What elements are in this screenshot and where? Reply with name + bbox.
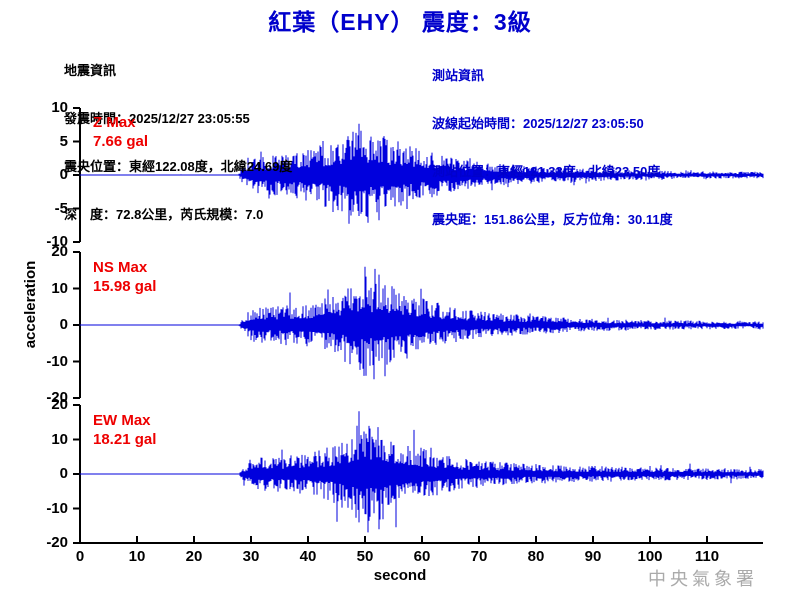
agency-watermark: 中央氣象署 <box>648 569 758 590</box>
y-tick-label: -20 <box>46 534 68 551</box>
wave-start-time: 波線起始時間：2025/12/27 23:05:50 <box>432 116 644 131</box>
y-tick-label: -20 <box>46 389 68 406</box>
y-tick-label: 5 <box>59 132 68 150</box>
x-tick-label: 50 <box>356 548 374 565</box>
x-tick-label: 100 <box>637 548 663 565</box>
x-tick-label: 110 <box>694 548 720 565</box>
page-title: 紅葉（EHY） 震度：3級 <box>268 9 532 35</box>
y-tick-label: 0 <box>59 166 68 183</box>
y-tick-label: 0 <box>59 316 68 333</box>
earthquake-info-block: 地震資訊 發震時間：2025/12/27 23:05:55 震央位置：東經122… <box>64 31 292 255</box>
ew-max-value: 18.21 gal <box>93 431 157 448</box>
y-tick-label: -10 <box>46 499 68 517</box>
y-tick-label: 10 <box>51 279 68 297</box>
x-tick-label: 0 <box>75 548 85 565</box>
epicentral-distance: 震央距：151.86公里，反方位角：30.11度 <box>432 212 673 227</box>
z-max-label: Z Max 7.66 gal <box>93 113 148 151</box>
x-tick-label: 40 <box>299 548 317 565</box>
y-tick-label: 0 <box>59 465 68 482</box>
y-tick-label: 20 <box>51 396 68 413</box>
earthquake-info-heading: 地震資訊 <box>64 63 117 78</box>
station-location: 測站位置：東經121.33度，北緯23.50度 <box>432 164 661 179</box>
ew-max-title: EW Max <box>93 412 151 429</box>
y-tick-label: 20 <box>51 243 68 260</box>
y-tick-label: -5 <box>54 199 68 217</box>
x-tick-label: 80 <box>527 548 545 565</box>
x-tick-label: 10 <box>128 548 146 565</box>
ew-max-label: EW Max 18.21 gal <box>93 411 156 449</box>
x-tick-label: 70 <box>470 548 488 565</box>
y-tick-label: 10 <box>51 99 68 116</box>
x-tick-label: 30 <box>242 548 260 565</box>
waveform-trace-ns <box>79 266 764 380</box>
ns-max-value: 15.98 gal <box>93 278 157 295</box>
x-tick-label: 90 <box>584 548 602 565</box>
x-tick-label: 20 <box>185 548 203 565</box>
station-info-heading: 測站資訊 <box>432 68 485 83</box>
earthquake-depth-magnitude: 深 度：72.8公里，芮氏規模：7.0 <box>64 207 264 222</box>
waveform-trace-ew <box>79 411 764 533</box>
earthquake-origin-time: 發震時間：2025/12/27 23:05:55 <box>64 111 250 126</box>
ns-max-label: NS Max 15.98 gal <box>93 258 156 296</box>
x-axis-label: second <box>373 567 427 584</box>
z-max-title: Z Max <box>93 114 136 131</box>
z-max-value: 7.66 gal <box>93 133 149 150</box>
earthquake-epicenter: 震央位置：東經122.08度，北緯24.69度 <box>64 159 293 174</box>
ns-max-title: NS Max <box>93 259 148 276</box>
y-tick-label: -10 <box>46 233 68 250</box>
y-tick-label: 10 <box>51 430 68 448</box>
station-info-block: 測站資訊 波線起始時間：2025/12/27 23:05:50 測站位置：東經1… <box>432 36 673 260</box>
y-tick-label: -10 <box>46 352 68 370</box>
x-tick-label: 60 <box>413 548 431 565</box>
